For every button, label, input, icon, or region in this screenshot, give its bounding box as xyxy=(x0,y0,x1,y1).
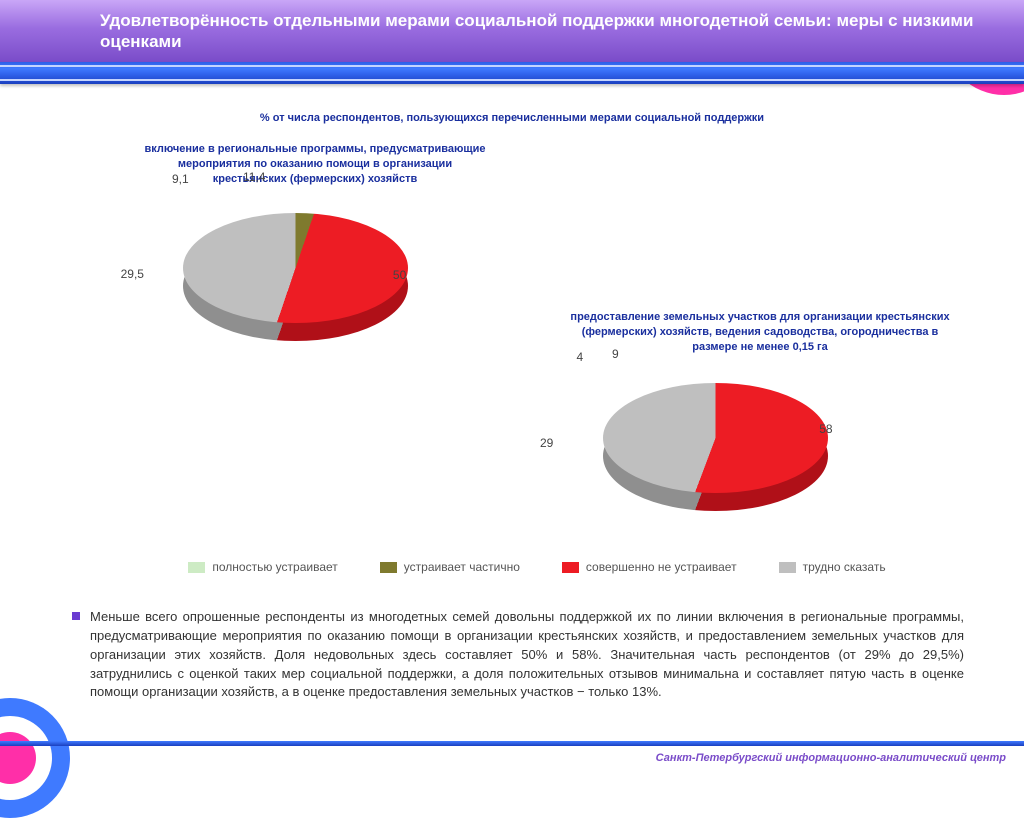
legend-swatch-icon xyxy=(562,562,579,573)
pie-datalabel: 11,4 xyxy=(243,170,265,184)
chart2-caption: предоставление земельных участков для ор… xyxy=(560,310,960,355)
bullet-icon xyxy=(72,612,80,620)
analysis-paragraph: Меньше всего опрошенные респонденты из м… xyxy=(90,608,964,702)
header-stripe xyxy=(0,62,1024,84)
legend-label: трудно сказать xyxy=(803,560,886,574)
footer-text: Санкт-Петербургский информационно-аналит… xyxy=(656,752,1006,764)
legend-item: устраивает частично xyxy=(380,560,520,574)
pie-datalabel: 4 xyxy=(576,350,583,364)
footer-bar xyxy=(0,741,1024,746)
pie-chart-2: 495829 xyxy=(575,365,855,530)
pie-datalabel: 29 xyxy=(540,436,553,450)
chart1-caption: включение в региональные программы, пред… xyxy=(140,142,490,187)
legend-label: совершенно не устраивает xyxy=(586,560,737,574)
slide-header: Удовлетворённость отдельными мерами соци… xyxy=(0,0,1024,62)
legend-item: совершенно не устраивает xyxy=(562,560,737,574)
legend-label: полностью устраивает xyxy=(212,560,337,574)
pie-datalabel: 9,1 xyxy=(172,172,189,186)
pie-datalabel: 9 xyxy=(612,347,619,361)
chart-subtitle: % от числа респондентов, пользующихся пе… xyxy=(0,112,1024,124)
slide-title: Удовлетворённость отдельными мерами соци… xyxy=(100,10,1000,53)
chart-legend: полностью устраивает устраивает частично с… xyxy=(170,560,904,574)
analysis-text: Меньше всего опрошенные респонденты из м… xyxy=(90,609,964,699)
legend-item: трудно сказать xyxy=(779,560,886,574)
legend-swatch-icon xyxy=(779,562,796,573)
legend-swatch-icon xyxy=(188,562,205,573)
pie-datalabel: 29,5 xyxy=(121,267,144,281)
pie-chart-1: 9,111,45029,5 xyxy=(155,195,435,360)
legend-swatch-icon xyxy=(380,562,397,573)
legend-label: устраивает частично xyxy=(404,560,520,574)
legend-item: полностью устраивает xyxy=(188,560,337,574)
pie-datalabel: 58 xyxy=(819,422,832,436)
pie-datalabel: 50 xyxy=(393,268,406,282)
